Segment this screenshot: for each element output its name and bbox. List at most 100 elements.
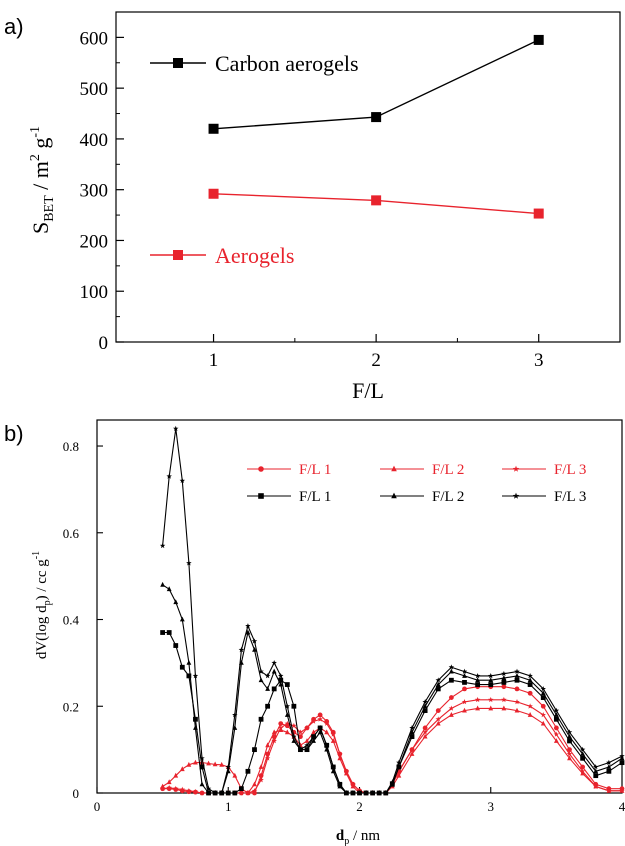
data-point [567,738,572,744]
data-point [501,684,507,690]
chart-a-y-tick-labels: 0 100 200 300 400 500 600 [80,28,109,354]
data-point [501,675,507,680]
data-point [566,729,573,735]
data-point [297,729,304,735]
data-point [461,699,468,705]
data-point [192,673,199,679]
data-point [350,783,356,789]
data-point [475,682,481,687]
data-point [271,686,277,692]
y-tick-label: 0 [99,333,109,354]
data-point [593,764,599,770]
data-point [199,764,205,770]
data-point [567,733,572,739]
data-point [350,781,356,787]
data-point [323,720,330,726]
y-tick-label: 0 [73,786,80,801]
data-point [540,712,546,718]
legend-marker [391,465,397,472]
y-tick-label: 0.6 [63,526,80,541]
data-point [422,703,428,709]
data-point [448,664,455,670]
data-point [265,686,271,691]
x-tick-label: 1 [209,350,219,371]
data-point [173,599,179,605]
data-point [488,673,494,679]
data-point [238,646,245,653]
data-point [462,673,467,678]
data-point [258,716,264,722]
data-point [488,682,494,687]
data-point [580,764,586,770]
y-tick-label: 300 [80,181,109,202]
data-point [461,668,468,674]
data-point [448,712,454,717]
data-point [566,751,573,757]
data-point [488,677,494,683]
data-point [488,705,494,711]
data-point [514,699,520,705]
data-point [304,746,310,752]
data-point [514,673,520,678]
data-point [422,699,428,705]
legend-label: F/L 1 [299,462,331,478]
data-point [409,729,415,735]
data-point [619,787,625,794]
x-tick-label: 1 [225,799,232,814]
data-point [179,664,185,670]
chart-a-frame [115,11,621,343]
data-point [304,738,310,743]
data-point [409,725,415,731]
data-point [540,695,546,700]
data-point [330,731,336,737]
data-point [206,790,211,795]
data-point [278,681,284,687]
data-point [232,790,238,796]
data-point [527,682,533,687]
x-tick-label: 0 [94,799,101,814]
data-point [179,616,185,622]
data-point [278,677,284,683]
data-point [324,729,330,735]
data-point [514,677,520,683]
data-point [501,670,507,677]
data-point [264,673,271,679]
data-point [245,768,251,774]
y-tick-label: 600 [80,28,109,49]
data-point [298,742,303,748]
data-point [199,790,205,796]
data-point [475,705,481,711]
data-point [369,790,376,796]
data-point [219,761,225,767]
data-point [435,677,441,683]
data-point [514,707,520,713]
data-point [606,787,612,794]
data-point [435,716,441,722]
data-point [337,781,343,787]
data-point [383,790,389,796]
data-point [258,764,264,769]
data-point [159,542,166,549]
data-point [186,560,192,566]
data-point [435,681,441,687]
data-point [553,725,559,731]
data-point [304,725,310,731]
data-point [514,686,520,692]
data-point [553,707,560,713]
data-point [343,768,350,774]
data-point [553,716,559,722]
data-point [192,788,199,795]
data-point [462,680,467,685]
legend-label: Aerogels [215,243,294,268]
data-point [160,630,166,635]
data-point [193,725,198,730]
data-point [238,790,245,796]
data-point [199,755,205,761]
series-line [162,584,623,794]
data-point [422,733,428,739]
data-point [527,677,533,683]
data-point [232,712,238,718]
data-point [179,786,186,792]
data-point [389,779,396,785]
data-point [474,696,481,703]
